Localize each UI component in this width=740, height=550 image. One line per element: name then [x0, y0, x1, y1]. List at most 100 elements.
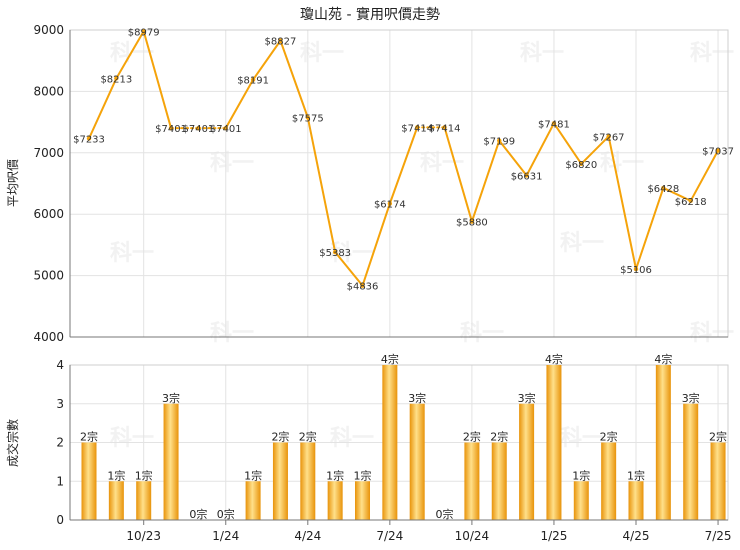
count-bar-label: 2宗	[463, 430, 481, 444]
count-y-tick-label: 4	[56, 358, 64, 372]
price-plot-frame	[69, 29, 729, 338]
price-point-label: $5383	[319, 248, 351, 259]
price-point	[442, 125, 447, 130]
watermark-text: 科一	[460, 321, 504, 346]
price-point-label: $8979	[128, 27, 160, 38]
price-point-label: $6631	[511, 171, 543, 182]
count-bar-label: 4宗	[381, 352, 399, 366]
price-line-segment	[88, 77, 118, 140]
x-tick-label: 7/24	[376, 529, 403, 543]
watermark-text: 科一	[600, 151, 644, 176]
count-bar	[327, 481, 343, 520]
price-point	[633, 266, 639, 272]
count-bar	[491, 442, 507, 520]
count-bars	[81, 365, 726, 520]
count-bar	[409, 403, 425, 520]
count-bar-label: 1宗	[326, 468, 344, 482]
price-point-label: $7233	[73, 134, 105, 145]
watermark-text: 科一	[300, 41, 344, 66]
price-point	[524, 173, 529, 178]
x-tick-label: 1/24	[212, 529, 239, 543]
price-point-label: $6218	[675, 197, 707, 208]
watermark-text: 科一	[110, 426, 154, 451]
price-line-segment	[115, 30, 145, 80]
count-bar-label: 2宗	[299, 430, 317, 444]
price-line-segment	[662, 186, 692, 202]
price-point-label: $5880	[456, 218, 488, 229]
price-point	[415, 125, 420, 130]
watermark-text: 科一	[520, 41, 564, 66]
count-bar-label: 2宗	[490, 430, 508, 444]
watermark-text: 科一	[110, 241, 154, 266]
price-y-tick-label: 7000	[33, 146, 64, 160]
price-point-label: $7401	[182, 124, 214, 135]
count-y-axis-title: 成交宗數	[5, 419, 20, 467]
price-y-axis-title: 平均呎價	[6, 159, 20, 207]
count-bar	[628, 481, 644, 520]
price-point	[606, 134, 611, 139]
count-bar	[683, 403, 699, 520]
price-point-label: $7481	[538, 119, 570, 130]
chart-title: 瓊山苑 - 實用呎價走勢	[300, 6, 440, 23]
count-bar-label: 2宗	[709, 430, 727, 444]
count-bar	[245, 481, 261, 520]
count-bar-label: 1宗	[244, 468, 262, 482]
count-bar	[136, 481, 152, 520]
watermark-text: 科一	[330, 426, 374, 451]
price-y-tick-label: 4000	[33, 330, 64, 344]
price-point	[278, 38, 283, 43]
price-point	[168, 125, 174, 131]
count-bar-label: 1宗	[572, 468, 590, 482]
count-bar-label: 2宗	[600, 430, 618, 444]
count-bar	[108, 481, 124, 520]
price-point	[223, 125, 228, 131]
price-line-segment	[470, 139, 501, 223]
price-point-label: $6428	[647, 184, 679, 195]
count-bar	[710, 442, 726, 520]
watermark-text: 科一	[210, 321, 254, 346]
price-point	[497, 138, 502, 143]
price-line-segment	[525, 122, 555, 177]
price-line-segment	[279, 39, 309, 119]
axis-ticks: 4000 5000 6000 7000 8000 9000 0 1 2 3 4 10/23 1/24 4/…	[33, 23, 731, 543]
count-bar-label: 0宗	[217, 507, 235, 521]
count-bar-label: 3宗	[408, 391, 426, 405]
count-bar-label: 2宗	[80, 430, 98, 444]
count-bar	[81, 442, 97, 520]
price-point-label: $7401	[210, 124, 242, 135]
price-y-tick-label: 8000	[33, 84, 64, 98]
price-point	[141, 29, 146, 34]
price-point	[469, 219, 475, 224]
price-line-segment	[580, 135, 610, 165]
count-bar-label: 3宗	[518, 391, 536, 405]
price-point-label: $4836	[347, 282, 379, 293]
price-point	[579, 161, 584, 167]
count-bar	[546, 365, 562, 520]
price-point	[360, 283, 365, 288]
price-line-segment	[224, 78, 255, 130]
price-y-tick-label: 6000	[33, 207, 64, 221]
price-line-segment	[142, 30, 173, 130]
price-point-label: $6820	[565, 160, 597, 171]
x-tick-label: 10/23	[126, 529, 161, 543]
count-bar	[655, 365, 671, 520]
count-bar	[464, 442, 480, 520]
count-bar-label: 1宗	[627, 468, 645, 482]
price-point	[332, 249, 338, 255]
count-bar-label: 3宗	[682, 391, 700, 405]
count-bar-label: 1宗	[135, 468, 153, 482]
count-bar-label: 0宗	[436, 507, 454, 521]
x-tick-label: 4/25	[623, 529, 650, 543]
price-line-segment	[334, 251, 364, 287]
count-y-tick-label: 3	[56, 397, 64, 411]
count-bar-label: 1宗	[107, 468, 125, 482]
watermark-text: 科一	[690, 321, 734, 346]
price-y-tick-label: 9000	[33, 23, 64, 37]
price-point-label: $5106	[620, 265, 652, 276]
price-line-segment	[361, 202, 391, 287]
count-bar	[382, 365, 398, 520]
count-bar-label: 2宗	[271, 430, 289, 444]
price-point-label: $7414	[429, 123, 461, 134]
